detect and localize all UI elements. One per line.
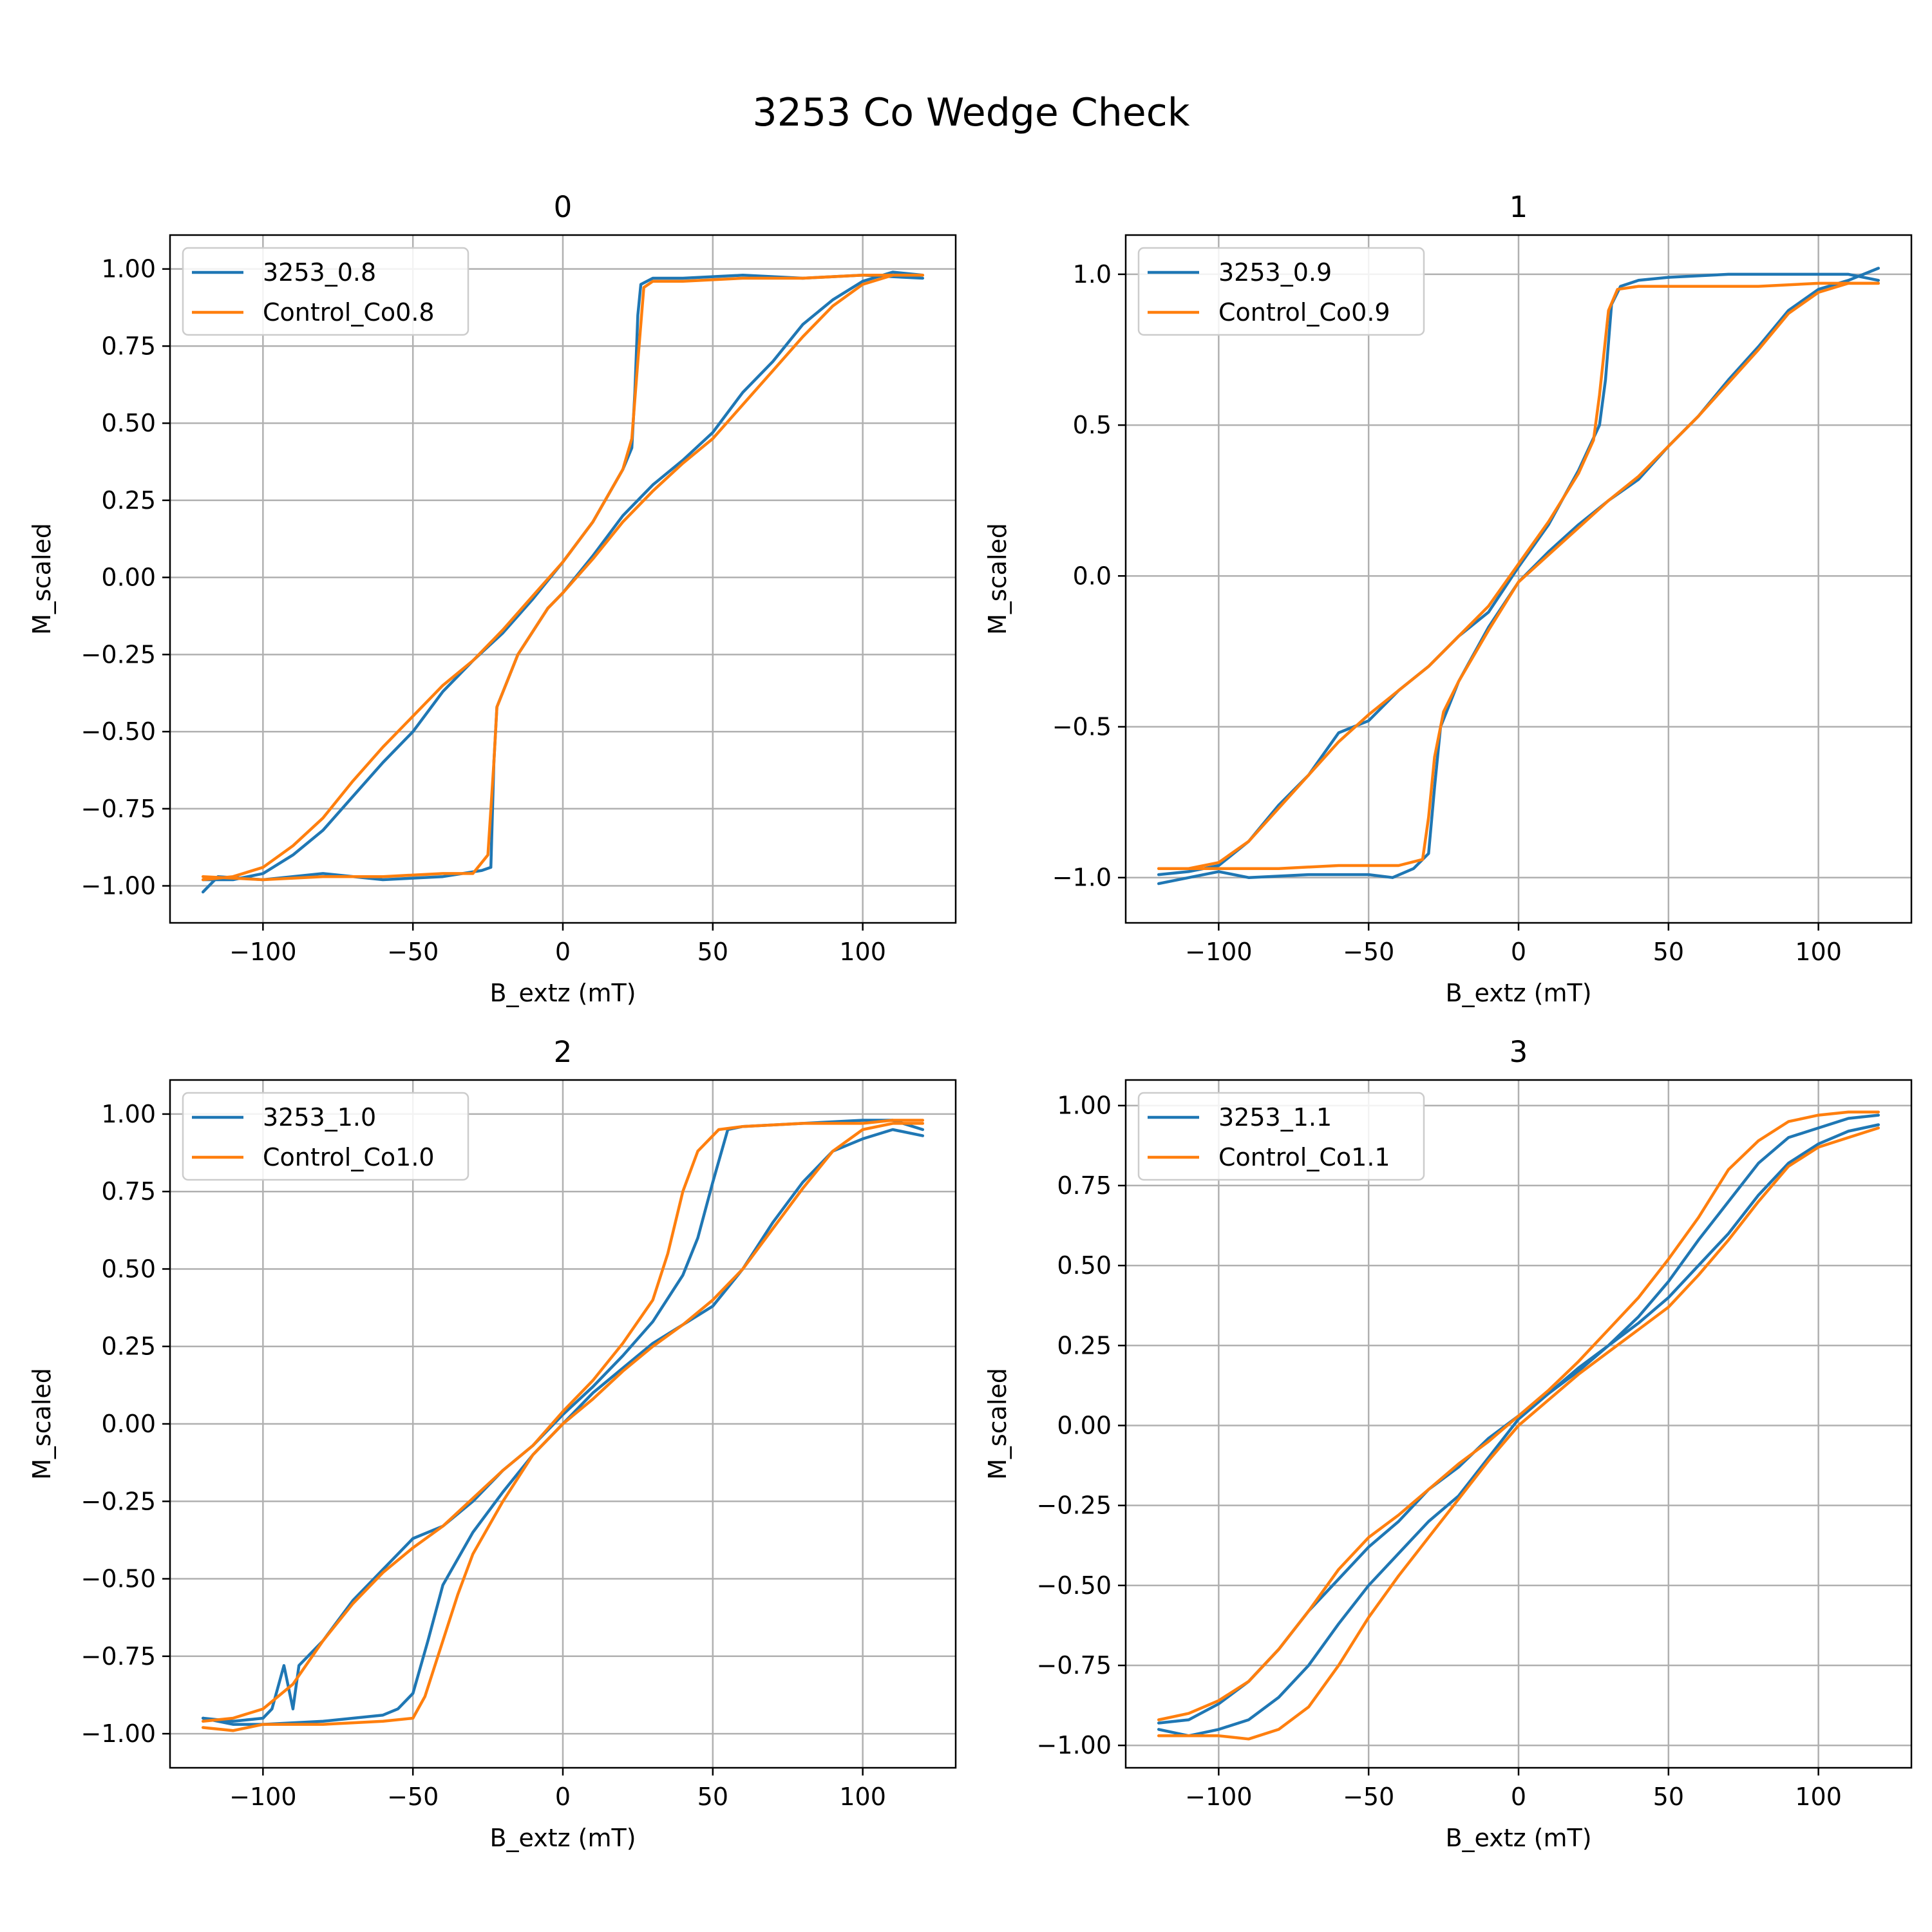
y-tick-label: 0.50 [101, 409, 156, 437]
y-tick-label: 0.00 [101, 1410, 156, 1438]
series-line-2-up [201, 1122, 925, 1732]
y-tick-label: −0.50 [1037, 1571, 1112, 1600]
x-axis-label: B_extz (mT) [1445, 1824, 1591, 1852]
subplot-2: −100 −50 0 50 100 −1.00 −0.75 −0.50 −0.25 0.00 0.2… [28, 1035, 957, 1852]
y-tick-label: 0.5 [1073, 411, 1112, 439]
y-tick-label: 0.25 [1057, 1331, 1112, 1359]
y-tick-label: 0.75 [101, 332, 156, 360]
series-line-2-down [201, 1119, 925, 1723]
x-tick-label: −100 [229, 1783, 296, 1811]
legend-box [1137, 247, 1425, 336]
legend-label-2: Control_Co0.8 [263, 298, 435, 327]
y-tick-label: −0.25 [81, 1487, 156, 1515]
y-tick-label: 0.00 [1057, 1411, 1112, 1439]
series-line-2-up [201, 274, 925, 882]
y-tick-label: −0.75 [81, 795, 156, 823]
legend-label-1: 3253_0.9 [1218, 258, 1332, 287]
series-line-2-down [201, 274, 925, 882]
y-tick-label: −1.00 [81, 1719, 156, 1748]
y-tick-label: 1.00 [1057, 1092, 1112, 1120]
subplot-3: −100 −50 0 50 100 −1.00 −0.75 −0.50 −0.25 0.00 0.2… [983, 1035, 1913, 1852]
subplot-grid: −100 −50 0 50 100−1.00−0.75−0.50−0.250.000.2… [28, 190, 1913, 1852]
x-tick-label: 50 [1653, 1783, 1684, 1811]
x-tick-label: −50 [387, 1783, 439, 1811]
y-tick-label: −1.00 [81, 872, 156, 900]
legend-label-2: Control_Co1.0 [263, 1143, 435, 1171]
series-line-2-up [1157, 281, 1880, 870]
series-line-2-up [1157, 1126, 1880, 1741]
y-tick-label: 0.50 [1057, 1251, 1112, 1280]
y-tick-label: 0.50 [101, 1255, 156, 1283]
y-tick-label: −0.25 [1037, 1492, 1112, 1520]
x-tick-label: 0 [1511, 938, 1526, 966]
y-axis-label: M_scaled [28, 523, 56, 635]
y-tick-label: −0.75 [81, 1642, 156, 1671]
x-tick-label: −50 [1343, 938, 1394, 966]
subplot-title: 0 [554, 190, 573, 224]
subplot-1: −100 −50 0 50 100 −1.0 −0.5 0.0 0.5 1.0 1 B_extz (m… [983, 190, 1913, 1007]
y-axis-label: M_scaled [983, 1368, 1012, 1480]
x-tick-label: −50 [1343, 1783, 1394, 1811]
x-tick-label: 100 [1795, 938, 1842, 966]
subplot-title: 3 [1510, 1035, 1528, 1069]
y-axis-label: M_scaled [983, 523, 1012, 635]
figure-title: 3253 Co Wedge Check [753, 90, 1190, 135]
subplot-title: 1 [1510, 190, 1528, 224]
x-tick-label: 100 [1795, 1783, 1842, 1811]
x-axis-label: B_extz (mT) [489, 979, 636, 1007]
x-tick-label: −100 [229, 938, 296, 966]
legend-box [182, 247, 469, 336]
x-tick-label: 50 [697, 938, 728, 966]
y-tick-label: 0.75 [101, 1177, 156, 1206]
y-tick-label: 0.75 [1057, 1171, 1112, 1200]
legend-label-2: Control_Co0.9 [1218, 298, 1390, 327]
legend-label-2: Control_Co1.1 [1218, 1143, 1390, 1171]
legend-box [182, 1092, 469, 1181]
x-tick-label: 0 [555, 1783, 571, 1811]
subplot-0: −100 −50 0 50 100 −1.00 −0.75 −0.50 −0.25 0.00 0.2… [28, 190, 957, 1007]
y-tick-label: −0.50 [81, 1565, 156, 1593]
series-line-2-down [1157, 281, 1880, 870]
y-tick-label: 0.00 [101, 564, 156, 592]
y-tick-label: 0.25 [101, 1332, 156, 1361]
x-tick-label: 100 [839, 938, 886, 966]
legend-label-1: 3253_1.0 [263, 1103, 376, 1132]
series-line-2-down [1157, 1110, 1880, 1721]
x-axis-label: B_extz (mT) [1445, 979, 1591, 1007]
x-tick-label: 50 [1653, 938, 1684, 966]
legend-label-1: 3253_1.1 [1218, 1103, 1332, 1132]
y-tick-label: −0.5 [1052, 713, 1112, 741]
y-tick-label: −1.0 [1052, 864, 1112, 892]
series-line-1-down [1157, 272, 1880, 876]
legend-box [1137, 1092, 1425, 1181]
legend-label-1: 3253_0.8 [263, 258, 376, 287]
y-tick-label: −0.25 [81, 640, 156, 668]
x-tick-label: 0 [555, 938, 571, 966]
x-axis-label: B_extz (mT) [489, 1824, 636, 1852]
x-tick-label: −100 [1185, 1783, 1252, 1811]
x-tick-label: −50 [387, 938, 439, 966]
y-tick-label: 1.0 [1073, 260, 1112, 289]
y-tick-label: −1.00 [1037, 1731, 1112, 1759]
y-tick-label: 1.00 [101, 1100, 156, 1128]
y-tick-label: −0.50 [81, 717, 156, 746]
x-tick-label: 100 [839, 1783, 886, 1811]
y-tick-label: 0.0 [1073, 562, 1112, 590]
y-tick-label: 0.25 [101, 486, 156, 515]
x-tick-label: 50 [697, 1783, 728, 1811]
y-tick-label: −0.75 [1037, 1651, 1112, 1680]
y-axis-label: M_scaled [28, 1368, 56, 1480]
x-tick-label: −100 [1185, 938, 1252, 966]
subplot-title: 2 [554, 1035, 573, 1069]
x-tick-label: 0 [1511, 1783, 1526, 1811]
y-tick-label: 1.00 [101, 255, 156, 283]
series-line-1-up [1157, 1123, 1880, 1738]
